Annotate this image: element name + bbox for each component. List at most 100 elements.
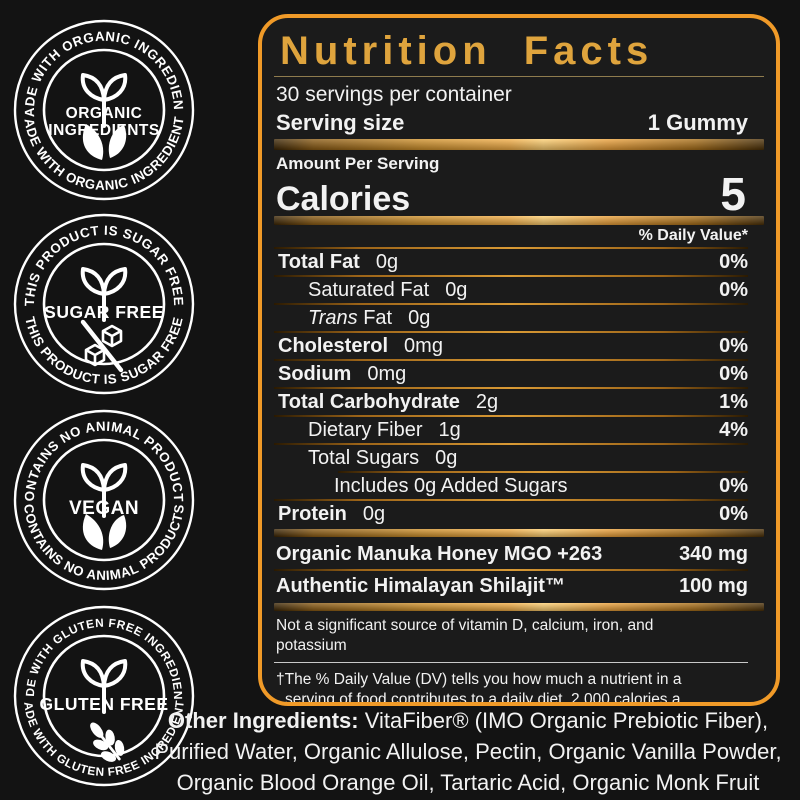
servings-per-container: 30 servings per container — [276, 83, 512, 106]
thick-gold-bar — [274, 603, 764, 611]
badge-label: VEGAN — [69, 498, 139, 519]
serving-size-value: 1 Gummy — [647, 110, 748, 135]
nutrient-daily-value: 0% — [719, 279, 748, 301]
nutrient-amount: 0g — [375, 251, 399, 273]
nutrient-name: Dietary Fiber 1g — [308, 419, 461, 441]
nutrient-row: Includes 0g Added Sugars 0% — [274, 473, 764, 499]
supplement-name: Authentic Himalayan Shilajit™ — [276, 575, 565, 597]
badge-inner-ring — [42, 242, 166, 366]
nutrient-row: Trans Fat 0g — [274, 305, 764, 331]
not-significant-note: Not a significant source of vitamin D, c… — [276, 617, 654, 654]
badge-outer-ring — [13, 409, 195, 591]
nutrient-row: Total Sugars 0g — [274, 445, 764, 471]
sprout-icon — [80, 463, 128, 518]
calories-value: 5 — [720, 168, 746, 220]
badge-label: SUGAR FREE — [44, 302, 164, 322]
row-divider — [274, 359, 748, 361]
other-ingredients: Other Ingredients: VitaFiber® (IMO Organ… — [138, 705, 798, 798]
nutrient-daily-value: 0% — [719, 503, 748, 525]
supplement-amount: 340 mg — [679, 543, 748, 565]
nutrient-daily-value: 0% — [719, 363, 748, 385]
row-divider — [274, 569, 748, 571]
nutrient-daily-value: 0% — [719, 475, 748, 497]
nutrient-daily-value: 1% — [719, 391, 748, 413]
nutrient-name: Protein 0g — [278, 503, 386, 525]
leaves-icon — [82, 514, 127, 550]
nutrition-facts-panel: Nutrition Facts 30 servings per containe… — [258, 14, 780, 706]
daily-value-header: % Daily Value* — [638, 227, 748, 244]
calories-row: Calories 5 — [274, 168, 764, 220]
nutrient-rows: Total Fat 0g 0% Saturated Fat 0g 0% Trans Fat 0… — [274, 249, 764, 527]
nutrient-amount: 2g — [475, 391, 499, 413]
thick-gold-bar — [274, 139, 764, 150]
sprout-icon — [80, 267, 128, 322]
badge-vegan: CONTAINS NO ANIMAL PRODUCTS CONTAINS NO … — [6, 402, 202, 598]
badge-label: INGREDIENTS — [48, 122, 159, 139]
footnote-divider — [274, 661, 748, 663]
other-ingredients-line2: Purified Water, Organic Allulose, Pectin… — [154, 739, 782, 764]
badge-organic-ingredients: MADE WITH ORGANIC INGREDIENTS MADE WITH … — [6, 12, 202, 208]
nutrient-name: Includes 0g Added Sugars — [334, 475, 568, 497]
nutrition-facts-title: Nutrition Facts — [280, 29, 654, 73]
badge-outer-ring — [13, 19, 195, 201]
nutrient-name: Total Carbohydrate 2g — [278, 391, 499, 413]
nutrient-daily-value: 4% — [719, 419, 748, 441]
nutrient-daily-value: 0% — [719, 335, 748, 357]
leaves-icon — [82, 124, 127, 160]
badge-inner-ring — [42, 48, 166, 172]
nutrient-name: Total Fat 0g — [278, 251, 399, 273]
nutrient-name: Sodium 0mg — [278, 363, 407, 385]
nutrient-row: Total Fat 0g 0% — [274, 249, 764, 275]
supplement-rows: Organic Manuka Honey MGO +263 340 mg Authe… — [274, 539, 764, 601]
supplement-row: Authentic Himalayan Shilajit™ 100 mg — [274, 571, 764, 601]
supplement-row: Organic Manuka Honey MGO +263 340 mg — [274, 539, 764, 569]
wheat-icon — [90, 722, 125, 762]
nutrient-row: Saturated Fat 0g 0% — [274, 277, 764, 303]
badge-sugar-free: THIS PRODUCT IS SUGAR FREE THIS PRODUCT … — [6, 206, 202, 402]
row-divider — [338, 471, 748, 473]
nutrient-amount: 0g — [435, 447, 458, 469]
other-ingredients-line3: Organic Blood Orange Oil, Tartaric Acid,… — [176, 770, 760, 795]
sprout-icon — [80, 73, 128, 128]
no-sugar-icon — [80, 319, 124, 373]
row-divider — [274, 331, 748, 333]
nutrient-row: Sodium 0mg 0% — [274, 361, 764, 387]
nutrient-name: Trans Fat 0g — [308, 307, 431, 329]
nutrient-row: Total Carbohydrate 2g 1% — [274, 389, 764, 415]
row-divider — [274, 499, 748, 501]
row-divider — [274, 443, 748, 445]
nutrient-daily-value: 0% — [719, 251, 748, 273]
nutrient-amount: 0mg — [367, 363, 407, 385]
other-ingredients-line1: Other Ingredients: VitaFiber® (IMO Organ… — [167, 708, 769, 733]
row-divider — [274, 415, 748, 417]
nutrient-amount: 0g — [445, 279, 468, 301]
supplement-name: Organic Manuka Honey MGO +263 — [276, 543, 603, 565]
row-divider — [274, 275, 748, 277]
nutrient-row: Protein 0g 0% — [274, 501, 764, 527]
nutrient-name: Saturated Fat 0g — [308, 279, 468, 301]
nutrient-amount: 0g — [362, 503, 386, 525]
serving-size-row: Serving size 1 Gummy — [274, 109, 764, 136]
badge-inner-ring — [42, 438, 166, 562]
nutrient-name: Total Sugars 0g — [308, 447, 458, 469]
thick-gold-bar — [274, 529, 764, 537]
badge-label: ORGANIC — [66, 105, 143, 122]
badge-outer-ring — [13, 605, 195, 787]
nutrient-amount: 0g — [408, 307, 431, 329]
row-divider — [274, 303, 748, 305]
sprout-icon — [80, 659, 128, 714]
badge-outer-ring — [13, 213, 195, 395]
thick-gold-bar — [274, 216, 764, 225]
serving-size-label: Serving size — [276, 110, 405, 135]
nutrient-row: Dietary Fiber 1g 4% — [274, 417, 764, 443]
row-divider — [274, 387, 748, 389]
nutrient-amount: 0mg — [404, 335, 443, 357]
badge-gluten-free: MADE WITH GLUTEN FREE INGREDIENTS MADE W… — [6, 598, 202, 794]
nutrient-row: Cholesterol 0mg 0% — [274, 333, 764, 359]
daily-value-footnote: †The % Daily Value (DV) tells you how mu… — [276, 670, 682, 706]
nutrient-name: Cholesterol 0mg — [278, 335, 443, 357]
badge-label: GLUTEN FREE — [40, 694, 169, 714]
calories-label: Calories — [276, 180, 411, 218]
title-divider — [274, 76, 764, 77]
nutrient-amount: 1g — [438, 419, 461, 441]
